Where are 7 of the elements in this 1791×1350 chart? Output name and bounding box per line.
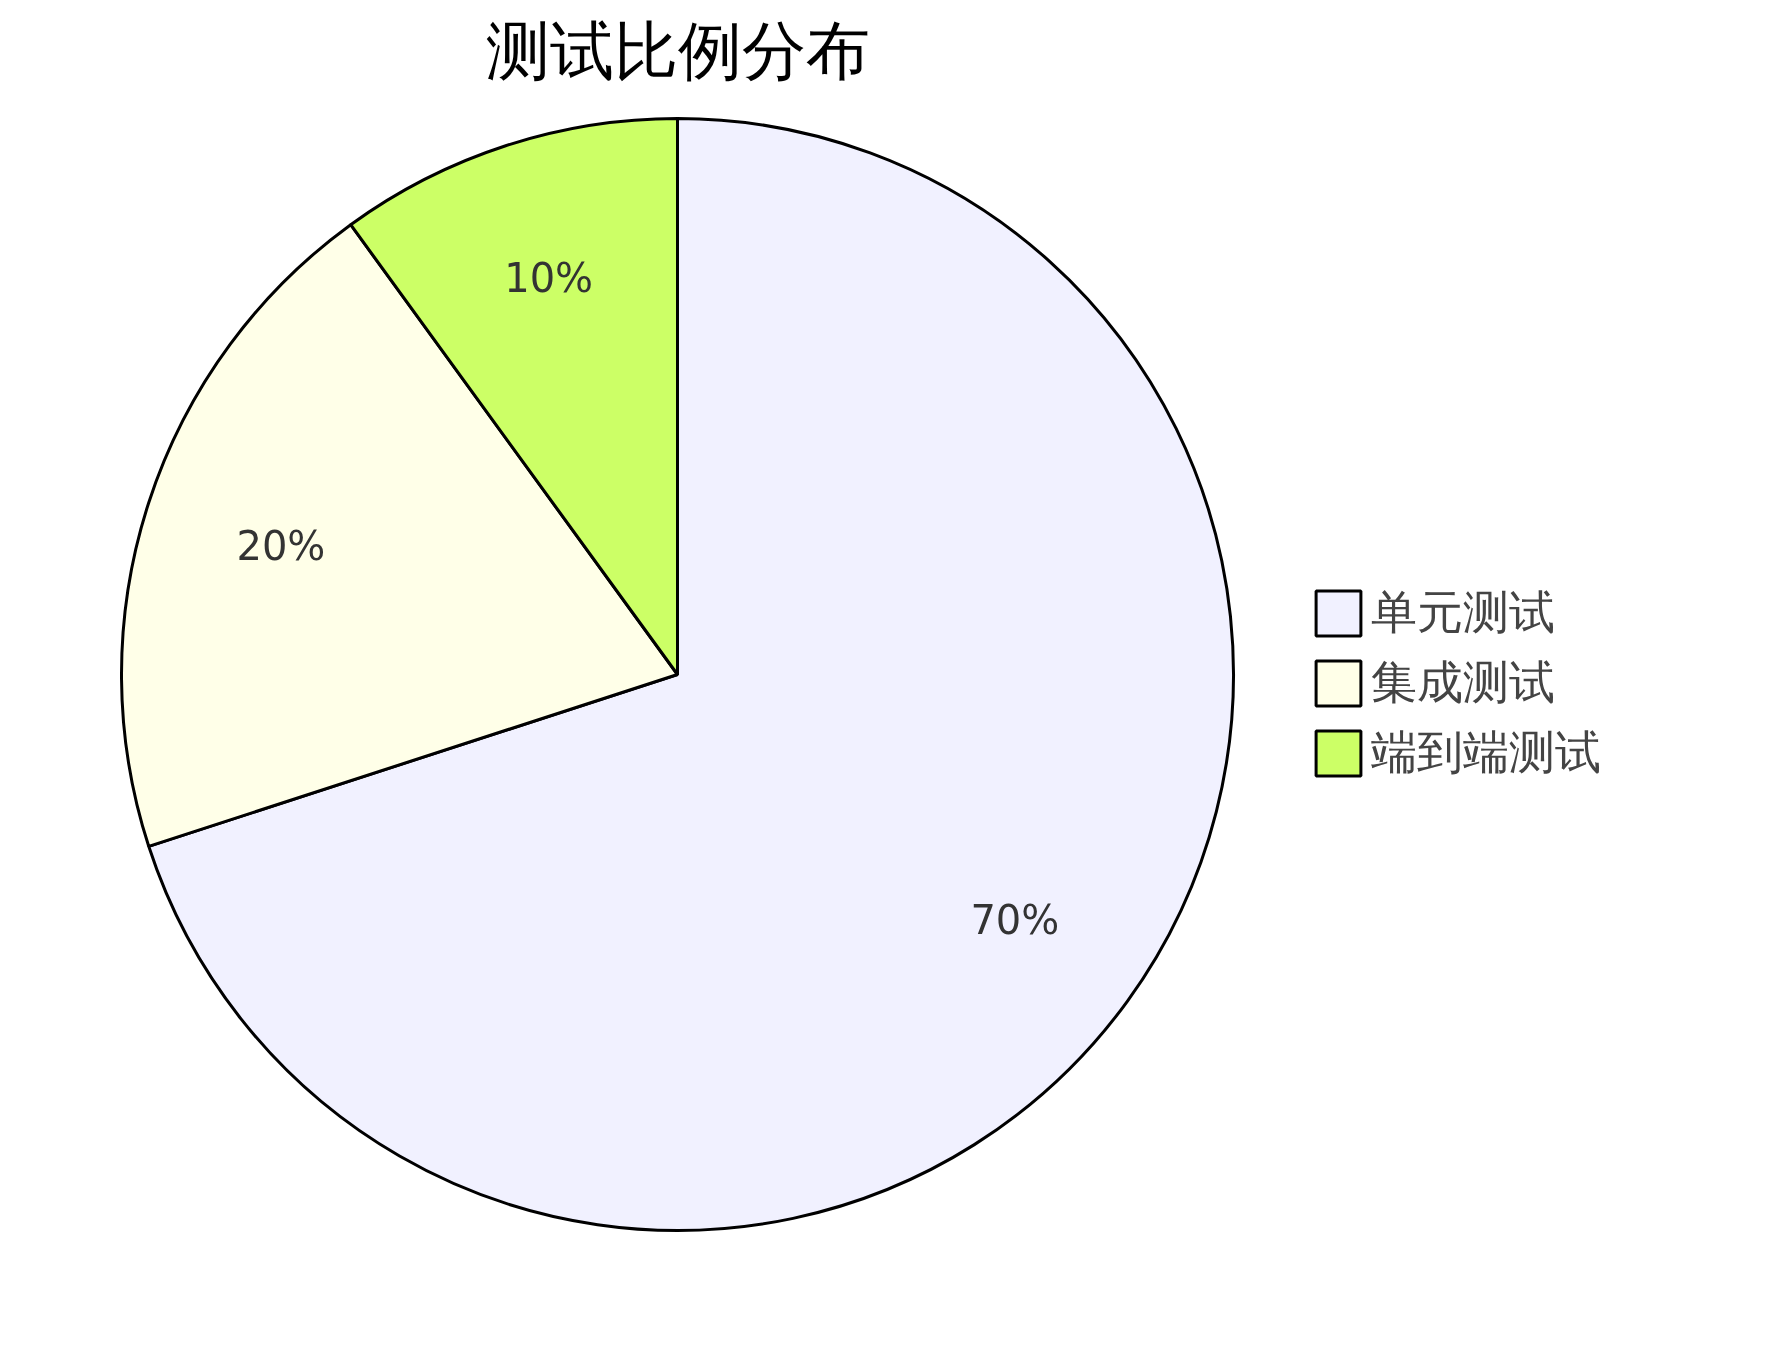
data-label: 70% xyxy=(970,896,1060,943)
legend-label: 集成测试 xyxy=(1371,654,1555,711)
legend-label: 端到端测试 xyxy=(1371,724,1601,781)
legend-label: 单元测试 xyxy=(1371,584,1555,641)
data-label: 10% xyxy=(504,254,594,301)
data-label: 20% xyxy=(236,522,326,569)
chart-title: 测试比例分布 xyxy=(485,13,870,88)
